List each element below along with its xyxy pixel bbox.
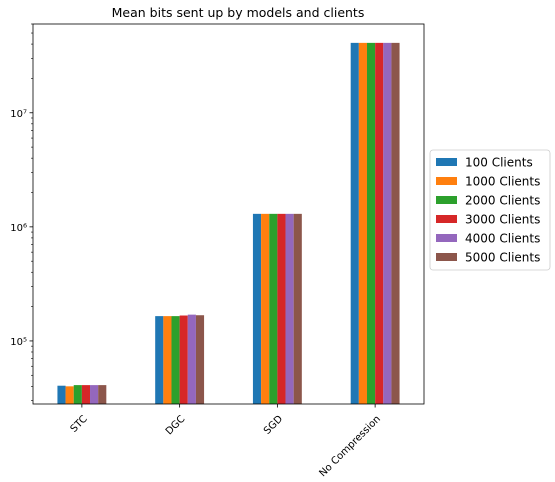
bar-3-2: [171, 316, 180, 404]
legend-swatch-2: [436, 177, 457, 185]
bar-6-1: [98, 385, 107, 404]
y-tick-label-1: 10⁵: [10, 337, 27, 348]
bars-group: [57, 42, 400, 405]
bar-1-3: [252, 213, 262, 404]
bar-2-3: [261, 213, 270, 404]
bar-1-1: [57, 385, 66, 404]
legend-label-1: 100 Clients: [465, 156, 533, 170]
chart-title: Mean bits sent up by models and clients: [112, 5, 365, 20]
legend: 100 Clients 1000 Clients 2000 Clients 3000 …: [429, 149, 551, 271]
bar-3-4: [366, 42, 376, 405]
legend-swatch-4: [436, 215, 457, 223]
legend-label-3: 2000 Clients: [465, 194, 540, 208]
bar-4-1: [81, 385, 91, 404]
legend-label-2: 1000 Clients: [465, 175, 540, 189]
x-tick-label-3: SGD: [262, 413, 285, 436]
bar-3-1: [73, 385, 82, 404]
bar-1-4: [350, 42, 359, 405]
bar-5-2: [187, 314, 196, 404]
bar-1-2: [155, 316, 164, 404]
bar-2-2: [163, 316, 172, 404]
bar-5-1: [90, 385, 99, 404]
legend-swatch-6: [436, 253, 457, 261]
x-tick-label-1: STC: [69, 414, 90, 435]
bar-2-1: [65, 386, 74, 404]
legend-label-6: 5000 Clients: [465, 251, 540, 265]
bar-6-3: [293, 213, 302, 404]
bar-4-4: [375, 42, 384, 405]
legend-swatch-5: [436, 234, 457, 242]
x-tick-label-2: DGC: [164, 414, 188, 438]
bar-4-2: [179, 315, 188, 404]
bar-6-2: [195, 315, 205, 404]
legend-swatch-3: [436, 196, 457, 204]
legend-frame: [429, 149, 551, 271]
bar-5-4: [383, 42, 392, 405]
bar-4-3: [277, 213, 286, 404]
x-tick-label-4: No Compression: [317, 414, 383, 480]
bar-2-4: [358, 42, 367, 405]
legend-label-4: 3000 Clients: [465, 213, 540, 227]
plot-frame: [32, 23, 425, 405]
bar-5-3: [285, 213, 294, 404]
bar-3-3: [269, 213, 278, 404]
legend-label-5: 4000 Clients: [465, 232, 540, 246]
y-tick-label-2: 10⁶: [10, 223, 27, 234]
bar-6-4: [391, 42, 400, 405]
legend-swatch-1: [436, 158, 457, 166]
y-tick-label-3: 10⁷: [10, 109, 27, 120]
